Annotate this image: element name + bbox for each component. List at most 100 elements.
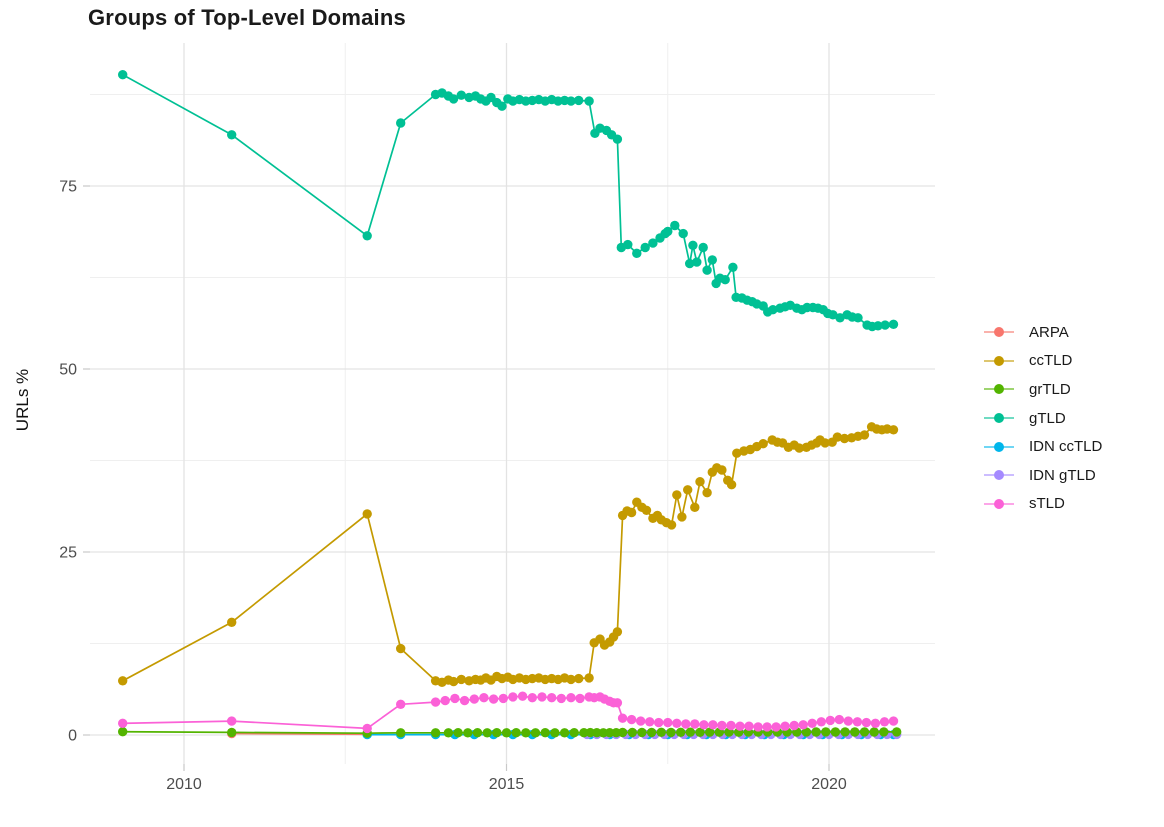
data-point-ccTLD bbox=[118, 676, 128, 686]
legend-label: gTLD bbox=[1029, 409, 1066, 427]
data-point-sTLD bbox=[852, 717, 863, 727]
data-point-sTLD bbox=[479, 693, 489, 703]
data-point-ccTLD bbox=[566, 674, 576, 685]
data-point-grTLD bbox=[821, 727, 831, 737]
data-point-sTLD bbox=[556, 693, 566, 704]
legend-label: grTLD bbox=[1029, 380, 1071, 398]
data-point-gTLD bbox=[623, 239, 633, 250]
data-point-grTLD bbox=[501, 728, 512, 738]
x-tick-label: 2015 bbox=[489, 776, 525, 793]
data-point-ccTLD bbox=[717, 465, 727, 475]
legend-label: ccTLD bbox=[1029, 352, 1073, 370]
legend-key-icon bbox=[984, 498, 1014, 509]
data-point-ccTLD bbox=[396, 643, 406, 654]
data-point-ccTLD bbox=[888, 425, 899, 435]
data-point-ccTLD bbox=[726, 480, 737, 490]
data-point-sTLD bbox=[645, 717, 655, 727]
y-tick-label: 75 bbox=[59, 179, 77, 196]
data-point-sTLD bbox=[537, 692, 547, 702]
legend-item-gTLD: gTLD bbox=[984, 404, 1102, 433]
data-point-gTLD bbox=[685, 258, 695, 269]
data-point-grTLD bbox=[569, 728, 579, 738]
legend-key-icon bbox=[984, 327, 1014, 338]
data-point-grTLD bbox=[646, 727, 657, 738]
data-point-grTLD bbox=[521, 728, 531, 738]
data-point-sTLD bbox=[879, 717, 890, 727]
data-point-sTLD bbox=[672, 718, 682, 728]
data-point-gTLD bbox=[688, 240, 698, 250]
data-point-grTLD bbox=[685, 727, 695, 737]
data-point-sTLD bbox=[744, 721, 754, 731]
data-point-ccTLD bbox=[695, 477, 705, 487]
data-point-grTLD bbox=[801, 727, 812, 737]
data-point-sTLD bbox=[396, 699, 406, 709]
series-line-ARPA bbox=[231, 732, 368, 736]
data-point-sTLD bbox=[834, 714, 844, 725]
series-line-gTLD bbox=[122, 73, 894, 328]
data-point-gTLD bbox=[663, 226, 673, 237]
data-point-grTLD bbox=[850, 727, 860, 737]
data-point-grTLD bbox=[585, 727, 595, 738]
data-point-sTLD bbox=[527, 693, 537, 703]
data-point-sTLD bbox=[517, 691, 528, 701]
data-point-ccTLD bbox=[227, 617, 237, 627]
data-point-sTLD bbox=[807, 718, 817, 728]
legend-key-icon bbox=[984, 441, 1014, 452]
data-point-grTLD bbox=[656, 727, 666, 737]
legend-label: IDN gTLD bbox=[1029, 466, 1096, 484]
data-point-gTLD bbox=[880, 320, 890, 330]
data-point-sTLD bbox=[663, 717, 673, 728]
data-point-grTLD bbox=[540, 728, 550, 738]
data-point-grTLD bbox=[637, 727, 647, 738]
data-point-gTLD bbox=[853, 313, 863, 323]
data-point-gTLD bbox=[362, 231, 372, 241]
data-point-ccTLD bbox=[626, 507, 637, 518]
legend-item-IDN-ccTLD: IDN ccTLD bbox=[984, 432, 1102, 461]
data-point-grTLD bbox=[511, 728, 521, 738]
x-tick-label: 2010 bbox=[166, 776, 202, 793]
data-point-grTLD bbox=[676, 727, 686, 737]
data-point-ccTLD bbox=[702, 488, 712, 498]
data-point-gTLD bbox=[497, 101, 507, 111]
data-point-sTLD bbox=[654, 717, 664, 728]
data-point-sTLD bbox=[227, 716, 237, 726]
x-tick-label: 2020 bbox=[811, 776, 847, 793]
data-point-sTLD bbox=[636, 716, 646, 726]
data-point-grTLD bbox=[605, 728, 615, 738]
data-point-sTLD bbox=[498, 693, 508, 704]
data-point-sTLD bbox=[566, 693, 576, 703]
data-point-sTLD bbox=[825, 715, 835, 726]
data-point-sTLD bbox=[362, 723, 372, 734]
data-point-ccTLD bbox=[584, 673, 594, 683]
data-point-sTLD bbox=[753, 722, 763, 732]
legend-item-IDN-gTLD: IDN gTLD bbox=[984, 461, 1102, 490]
data-point-sTLD bbox=[798, 720, 808, 730]
data-point-sTLD bbox=[508, 692, 518, 702]
data-point-grTLD bbox=[892, 727, 902, 737]
data-point-grTLD bbox=[859, 727, 870, 737]
data-point-sTLD bbox=[708, 720, 718, 730]
data-point-sTLD bbox=[575, 693, 585, 704]
data-point-ccTLD bbox=[832, 432, 843, 442]
data-point-sTLD bbox=[780, 721, 790, 731]
data-point-gTLD bbox=[768, 305, 778, 315]
data-point-sTLD bbox=[626, 714, 637, 725]
data-point-ccTLD bbox=[732, 448, 742, 458]
data-point-grTLD bbox=[530, 728, 541, 738]
data-point-ccTLD bbox=[820, 438, 830, 448]
data-point-sTLD bbox=[612, 698, 623, 708]
data-point-grTLD bbox=[430, 728, 441, 738]
data-point-sTLD bbox=[789, 720, 799, 731]
y-tick-label: 0 bbox=[68, 728, 77, 745]
data-point-grTLD bbox=[453, 728, 463, 738]
data-point-ccTLD bbox=[690, 502, 700, 512]
y-tick-label: 25 bbox=[59, 545, 77, 562]
data-point-grTLD bbox=[559, 728, 570, 738]
data-point-grTLD bbox=[666, 727, 676, 738]
data-point-sTLD bbox=[469, 694, 479, 704]
data-point-ccTLD bbox=[672, 490, 682, 500]
data-point-gTLD bbox=[678, 228, 688, 239]
legend-label: IDN ccTLD bbox=[1029, 438, 1103, 456]
legend-item-ARPA: ARPA bbox=[984, 318, 1102, 347]
data-point-ccTLD bbox=[683, 485, 693, 495]
